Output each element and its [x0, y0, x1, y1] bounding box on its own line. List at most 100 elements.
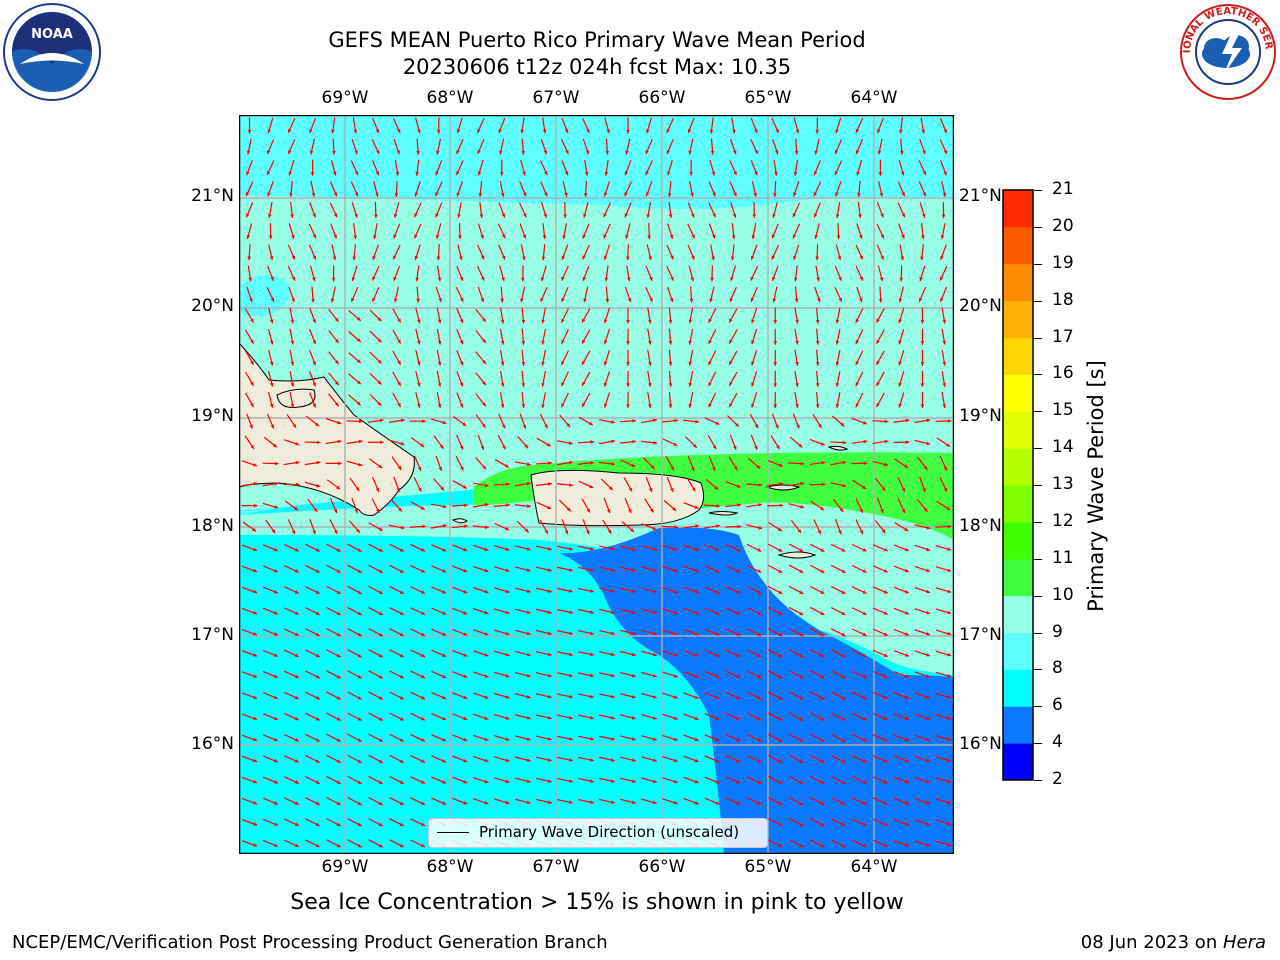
- wave-direction-arrow: [347, 670, 363, 679]
- colorbar-segment: [1003, 669, 1033, 707]
- wave-direction-arrow: [328, 393, 340, 407]
- wave-direction-arrow: [620, 587, 636, 593]
- wave-direction-arrow: [767, 564, 783, 574]
- wave-direction-arrow: [557, 735, 573, 741]
- wave-direction-arrow: [662, 713, 678, 720]
- wave-direction-arrow: [368, 564, 384, 574]
- wave-direction-arrow: [556, 460, 573, 466]
- wave-direction-arrow: [477, 244, 485, 260]
- wave-direction-arrow: [499, 349, 505, 366]
- wave-direction-arrow: [435, 455, 443, 472]
- wave-direction-arrow: [392, 308, 402, 323]
- wave-direction-arrow: [914, 439, 931, 446]
- colorbar-tick-label: 17: [1052, 326, 1074, 347]
- wave-direction-arrow: [688, 349, 694, 366]
- wave-direction-arrow: [473, 798, 489, 805]
- wave-direction-arrow: [262, 502, 279, 509]
- wave-direction-arrow: [725, 733, 741, 742]
- wave-direction-arrow: [851, 461, 868, 466]
- wave-direction-arrow: [876, 202, 884, 218]
- colorbar-tick-label: 10: [1052, 584, 1074, 605]
- wave-direction-arrow: [710, 138, 715, 155]
- wave-direction-arrow: [347, 564, 363, 574]
- wave-direction-arrow: [578, 480, 594, 489]
- wave-direction-arrow: [515, 777, 531, 783]
- wave-direction-arrow: [514, 504, 531, 508]
- wave-direction-arrow: [578, 566, 594, 572]
- wave-direction-arrow: [535, 651, 552, 657]
- wave-direction-arrow: [352, 117, 358, 134]
- wave-direction-arrow: [326, 839, 342, 848]
- chart-title-line2: 20230606 t12z 024h fcst Max: 10.35: [402, 55, 792, 79]
- wave-direction-arrow: [520, 286, 526, 303]
- lon-tick-top: 66°W: [638, 88, 686, 108]
- wave-direction-arrow: [305, 733, 321, 742]
- wave-direction-arrow: [683, 628, 699, 636]
- wave-direction-arrow: [267, 202, 273, 218]
- wave-direction-arrow: [535, 798, 552, 804]
- wave-direction-arrow: [284, 818, 300, 827]
- wave-direction-arrow: [326, 564, 342, 574]
- wave-direction-arrow: [872, 839, 888, 848]
- wave-direction-arrow: [535, 566, 552, 572]
- wave-direction-arrow: [284, 755, 300, 763]
- wave-direction-arrow: [578, 545, 594, 551]
- wave-direction-arrow: [241, 734, 258, 742]
- wave-direction-arrow: [289, 180, 294, 197]
- wave-direction-arrow: [456, 181, 464, 197]
- wave-direction-arrow: [746, 524, 763, 530]
- wave-direction-arrow: [704, 670, 720, 679]
- wave-direction-arrow: [475, 414, 487, 428]
- wave-direction-arrow: [541, 349, 546, 366]
- wave-direction-arrow: [704, 417, 720, 426]
- wave-direction-arrow: [855, 244, 864, 260]
- wave-direction-arrow: [835, 370, 841, 387]
- wave-direction-arrow: [788, 606, 804, 616]
- wave-direction-arrow: [368, 522, 383, 532]
- wave-direction-arrow: [244, 350, 255, 366]
- wave-direction-arrow: [855, 139, 864, 155]
- wave-direction-arrow: [410, 649, 426, 658]
- wave-direction-arrow: [814, 286, 821, 303]
- wave-direction-arrow: [262, 607, 279, 615]
- wave-direction-arrow: [835, 392, 841, 409]
- wave-direction-arrow: [241, 482, 258, 487]
- wave-direction-arrow: [436, 244, 441, 261]
- wave-direction-arrow: [767, 585, 783, 595]
- wave-direction-arrow: [265, 519, 276, 534]
- wave-direction-arrow: [582, 118, 590, 134]
- wave-direction-arrow: [830, 754, 846, 764]
- wave-direction-arrow: [704, 504, 721, 508]
- wave-direction-arrow: [456, 329, 464, 345]
- wave-direction-arrow: [809, 628, 825, 637]
- wave-direction-arrow: [935, 798, 952, 805]
- wave-direction-arrow: [413, 477, 422, 492]
- wave-direction-arrow: [372, 160, 380, 176]
- wave-direction-arrow: [918, 286, 927, 303]
- wave-direction-arrow: [941, 392, 947, 409]
- wave-direction-arrow: [536, 501, 552, 510]
- wave-direction-arrow: [939, 117, 948, 134]
- wave-direction-arrow: [477, 159, 484, 176]
- wave-direction-arrow: [329, 202, 338, 218]
- wave-direction-arrow: [641, 756, 657, 762]
- wave-direction-arrow: [582, 223, 590, 239]
- wave-direction-arrow: [851, 818, 867, 827]
- wave-direction-arrow: [541, 392, 546, 409]
- wave-direction-arrow: [688, 180, 694, 197]
- wave-direction-arrow: [919, 138, 926, 155]
- wave-direction-arrow: [750, 434, 758, 450]
- wave-direction-arrow: [244, 435, 255, 450]
- wave-direction-arrow: [415, 371, 421, 387]
- wave-direction-arrow: [746, 754, 762, 764]
- wave-direction-arrow: [557, 714, 573, 720]
- wave-direction-arrow: [815, 328, 820, 345]
- wave-direction-arrow: [897, 202, 906, 218]
- wave-direction-arrow: [499, 328, 505, 345]
- wave-direction-arrow: [898, 159, 905, 176]
- wave-direction-arrow: [788, 818, 804, 827]
- wave-direction-arrow: [578, 756, 594, 762]
- wave-direction-arrow: [284, 776, 300, 784]
- wave-direction-arrow: [599, 439, 615, 445]
- wave-direction-arrow: [347, 839, 363, 848]
